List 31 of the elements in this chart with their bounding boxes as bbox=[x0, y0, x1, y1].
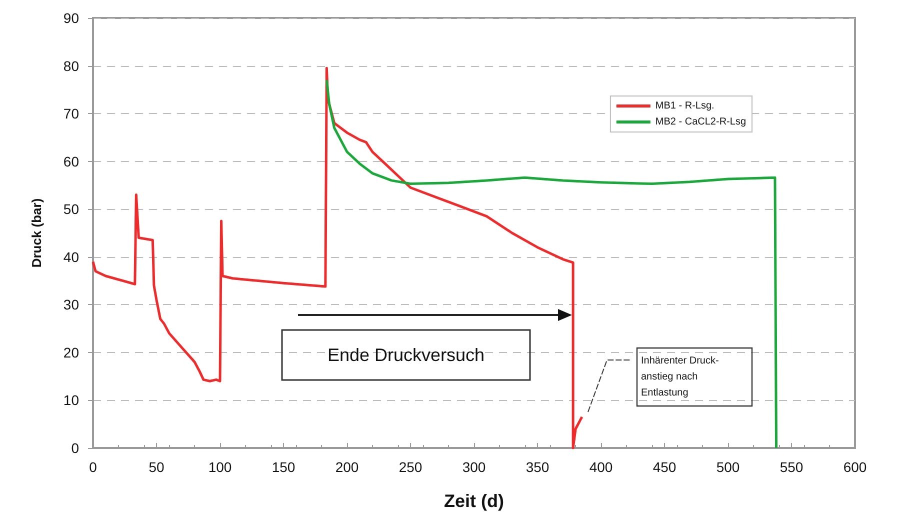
x-tick-label: 450 bbox=[652, 459, 676, 475]
y-tick-label: 60 bbox=[63, 153, 80, 170]
x-axis-title: Zeit (d) bbox=[444, 491, 504, 511]
x-tick-label: 300 bbox=[462, 459, 486, 475]
x-tick-label: 0 bbox=[89, 459, 98, 475]
x-tick-label: 150 bbox=[272, 459, 296, 475]
annotation: Inhärenter Druck- anstieg nach Entlastung bbox=[641, 356, 719, 398]
line-series bbox=[92, 66, 584, 450]
y-tick-label: 90 bbox=[63, 10, 80, 26]
x-tick-label: 250 bbox=[398, 459, 422, 475]
x-tick-label: 600 bbox=[843, 459, 867, 475]
y-tick-label: 80 bbox=[63, 58, 80, 74]
x-tick-label: 500 bbox=[716, 459, 740, 475]
y-axis-title: Druck (bar) bbox=[29, 198, 44, 268]
legend-label: MB2 - CaCL2-R-Lsg bbox=[655, 116, 746, 128]
annotation: Ende Druckversuch bbox=[327, 345, 485, 365]
y-tick-label: 40 bbox=[63, 248, 80, 265]
x-tick-label: 400 bbox=[589, 459, 613, 475]
y-tick-label: 30 bbox=[63, 296, 80, 313]
y-tick-label: 50 bbox=[63, 201, 80, 218]
x-tick-label: 100 bbox=[208, 459, 232, 475]
x-tick-label: 200 bbox=[335, 459, 359, 475]
line-series bbox=[325, 78, 778, 450]
y-tick-label: 70 bbox=[63, 106, 80, 122]
x-tick-label: 50 bbox=[148, 459, 164, 475]
x-tick-label: 550 bbox=[780, 459, 804, 475]
y-tick-label: 0 bbox=[71, 440, 80, 456]
y-tick-label: 20 bbox=[63, 344, 80, 360]
legend-label: MB1 - R-Lsg. bbox=[655, 100, 714, 112]
x-tick-label: 350 bbox=[526, 459, 550, 475]
y-tick-label: 10 bbox=[63, 392, 80, 408]
